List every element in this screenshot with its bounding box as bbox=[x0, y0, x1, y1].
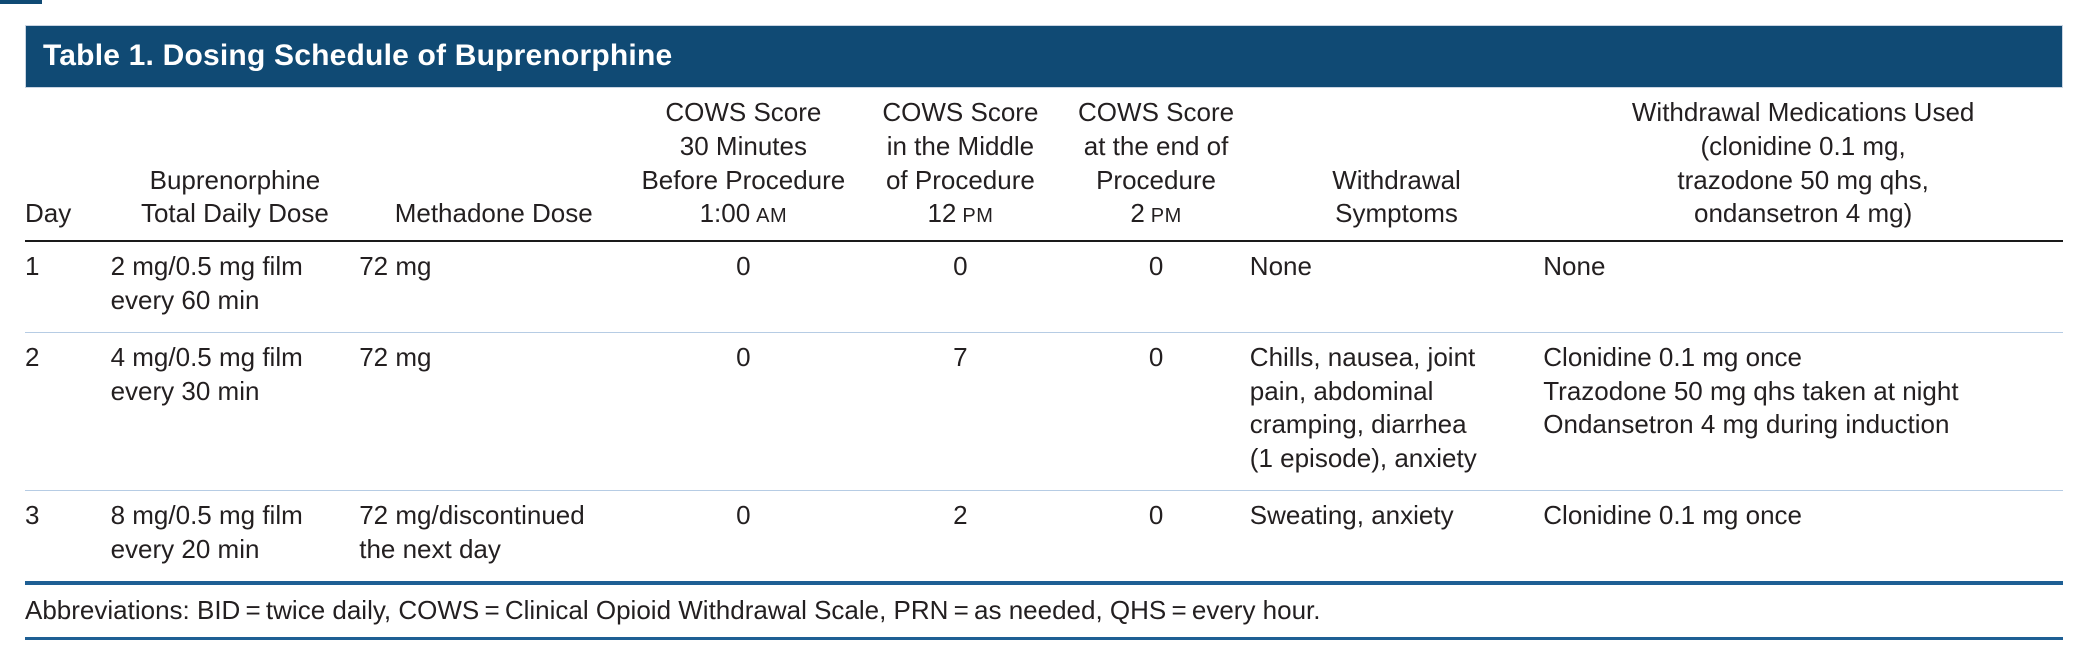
table-footnote-row: Abbreviations: BID = twice daily, COWS =… bbox=[25, 582, 2063, 641]
meridiem-label: AM bbox=[756, 205, 788, 228]
column-header-withdrawal-medications: Withdrawal Medications Used (clonidine 0… bbox=[1543, 88, 2063, 243]
column-header-buprenorphine-dose: Buprenorphine Total Daily Dose bbox=[110, 88, 360, 243]
cell-buprenorphine-dose: 8 mg/0.5 mg film every 20 min bbox=[110, 490, 360, 585]
cell-cows-middle: 2 bbox=[858, 490, 1063, 585]
table-header-row: Day Buprenorphine Total Daily Dose Metha… bbox=[25, 88, 2063, 243]
column-header-cows-before-procedure: COWS Score 30 Minutes Before Procedure 1… bbox=[628, 88, 859, 243]
cell-withdrawal-medications: Clonidine 0.1 mg once bbox=[1543, 490, 2063, 585]
cell-day: 1 bbox=[25, 241, 111, 333]
cell-cows-middle: 7 bbox=[858, 332, 1063, 491]
meridiem-label: PM bbox=[962, 205, 994, 228]
header-time: 12 PM bbox=[927, 198, 994, 229]
cell-methadone-dose: 72 mg bbox=[359, 241, 629, 333]
table-row-day-3: 3 8 mg/0.5 mg film every 20 min 72 mg/di… bbox=[25, 490, 2063, 585]
cell-withdrawal-medications: None bbox=[1543, 241, 2063, 333]
cell-cows-before: 0 bbox=[628, 332, 859, 491]
column-header-withdrawal-symptoms: Withdrawal Symptoms bbox=[1249, 88, 1544, 243]
cell-buprenorphine-dose: 4 mg/0.5 mg film every 30 min bbox=[110, 332, 360, 491]
cell-withdrawal-symptoms: Chills, nausea, joint pain, abdominal cr… bbox=[1249, 332, 1544, 491]
cell-cows-before: 0 bbox=[628, 241, 859, 333]
column-header-cows-end-procedure: COWS Score at the end of Procedure 2 PM bbox=[1062, 88, 1250, 243]
cell-cows-end: 0 bbox=[1062, 241, 1250, 333]
cell-methadone-dose: 72 mg bbox=[359, 332, 629, 491]
table-row-day-2: 2 4 mg/0.5 mg film every 30 min 72 mg 0 … bbox=[25, 332, 2063, 491]
page-column-rule-fragment bbox=[0, 0, 42, 4]
header-time: 2 PM bbox=[1130, 198, 1182, 229]
cell-withdrawal-symptoms: None bbox=[1249, 241, 1544, 333]
cell-day: 2 bbox=[25, 332, 111, 491]
column-header-methadone-dose: Methadone Dose bbox=[359, 88, 629, 243]
cell-cows-before: 0 bbox=[628, 490, 859, 585]
cell-day: 3 bbox=[25, 490, 111, 585]
cell-cows-end: 0 bbox=[1062, 490, 1250, 585]
cell-cows-end: 0 bbox=[1062, 332, 1250, 491]
meridiem-label: PM bbox=[1150, 205, 1182, 228]
column-header-day: Day bbox=[25, 88, 111, 243]
abbreviations-footnote: Abbreviations: BID = twice daily, COWS =… bbox=[25, 582, 2063, 641]
header-time: 1:00 AM bbox=[699, 198, 788, 229]
table-title: Table 1. Dosing Schedule of Buprenorphin… bbox=[25, 25, 2063, 88]
cell-cows-middle: 0 bbox=[858, 241, 1063, 333]
table-row-day-1: 1 2 mg/0.5 mg film every 60 min 72 mg 0 … bbox=[25, 241, 2063, 333]
column-header-cows-middle-procedure: COWS Score in the Middle of Procedure 12… bbox=[858, 88, 1063, 243]
cell-buprenorphine-dose: 2 mg/0.5 mg film every 60 min bbox=[110, 241, 360, 333]
cell-withdrawal-medications: Clonidine 0.1 mg once Trazodone 50 mg qh… bbox=[1543, 332, 2063, 491]
cell-withdrawal-symptoms: Sweating, anxiety bbox=[1249, 490, 1544, 585]
table-container: Table 1. Dosing Schedule of Buprenorphin… bbox=[25, 25, 2063, 641]
cell-methadone-dose: 72 mg/discontinued the next day bbox=[359, 490, 629, 585]
dosing-schedule-table: Day Buprenorphine Total Daily Dose Metha… bbox=[25, 88, 2063, 641]
